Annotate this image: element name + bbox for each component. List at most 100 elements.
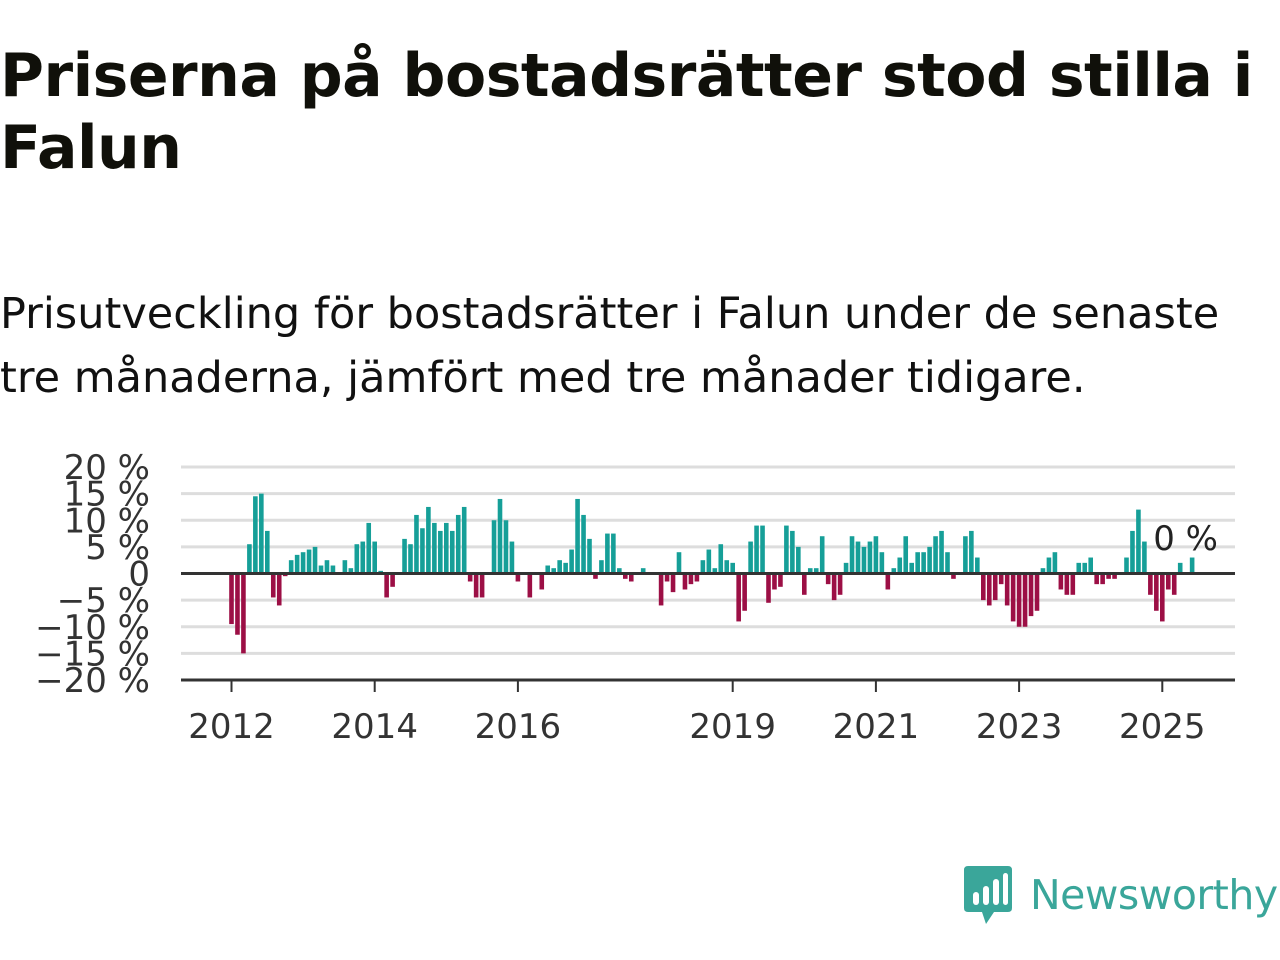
newsworthy-logo-icon [964,866,1012,924]
chart-title: Priserna på bostadsrätter stod stilla i … [0,41,1253,183]
bar [360,541,366,574]
bar [1052,552,1058,574]
bar [998,573,1004,585]
bar [981,573,986,601]
bar [318,565,324,574]
x-tick-label: 2023 [976,707,1063,747]
bar [843,562,849,574]
bar [611,533,616,574]
bar [330,565,336,574]
bar [455,514,461,574]
y-tick-label: −15 % [35,634,150,674]
bar [569,549,574,574]
bar [593,573,598,579]
bar [366,522,372,574]
bar [885,573,891,590]
y-tick-label: 10 % [64,501,150,541]
bar [575,498,580,574]
bar [718,544,724,574]
bar [1136,509,1141,574]
bar [473,573,479,598]
y-tick-label: 15 % [64,475,150,515]
bar [497,498,503,574]
bar [581,514,586,574]
bar [509,541,515,574]
bar [479,573,485,598]
bar [772,573,777,590]
bar [1016,573,1022,627]
bar [605,533,610,574]
bar [1076,562,1082,574]
bar [372,541,377,574]
bar [766,573,771,603]
bar [300,552,306,574]
bar [1064,573,1070,595]
bar [945,552,950,574]
bar [551,568,556,574]
bar [1154,573,1159,611]
bar [270,573,276,598]
bar [259,493,264,574]
bar [288,560,294,574]
bar [384,573,389,598]
x-tick-label: 2019 [689,707,776,747]
bar [253,496,258,574]
bar [539,573,545,590]
y-tick-label: 5 % [85,528,150,568]
x-tick-label: 2016 [475,707,562,747]
bar [312,546,318,574]
bar [1070,573,1076,595]
bar [748,541,753,574]
bar [527,573,533,598]
bar [241,573,246,654]
bar [1106,573,1111,579]
bar [408,544,413,574]
bar [1094,573,1099,585]
bar [831,573,837,601]
bar [664,573,670,582]
bar [1082,562,1088,574]
bar [1130,530,1135,574]
y-tick-label: 0 [128,555,150,595]
bar [229,573,234,625]
bar [444,522,449,574]
bar [837,573,843,595]
bar [951,573,956,579]
bar [276,573,282,606]
bar [1112,573,1117,579]
bar [969,530,974,574]
bar [324,560,330,574]
bar [909,562,914,574]
bar [467,573,473,582]
bar [587,538,592,574]
bar [682,573,688,590]
bar [414,514,419,574]
x-tick-label: 2025 [1119,707,1206,747]
bar [700,560,706,574]
bar [742,573,747,611]
bar [1124,557,1129,574]
bar [294,554,300,574]
bar [617,568,622,574]
bar [545,565,551,574]
bar [461,506,467,574]
x-tick-label: 2014 [331,707,418,747]
bar [825,573,831,585]
bar [855,541,861,574]
bar [778,573,783,587]
bar [754,525,759,574]
bar [1148,573,1153,595]
bar [265,530,270,574]
bar [921,552,926,574]
bar [1028,573,1034,617]
bar [796,546,801,574]
bar [1034,573,1040,611]
chart-subtitle: Prisutveckling för bostadsrätter i Falun… [0,289,1220,403]
bar [599,560,604,574]
x-tick-label: 2012 [188,707,275,747]
bar [563,562,568,574]
bar [432,522,437,574]
annotation-label: 0 % [1153,519,1218,559]
bar [867,541,873,574]
bar [849,536,855,574]
